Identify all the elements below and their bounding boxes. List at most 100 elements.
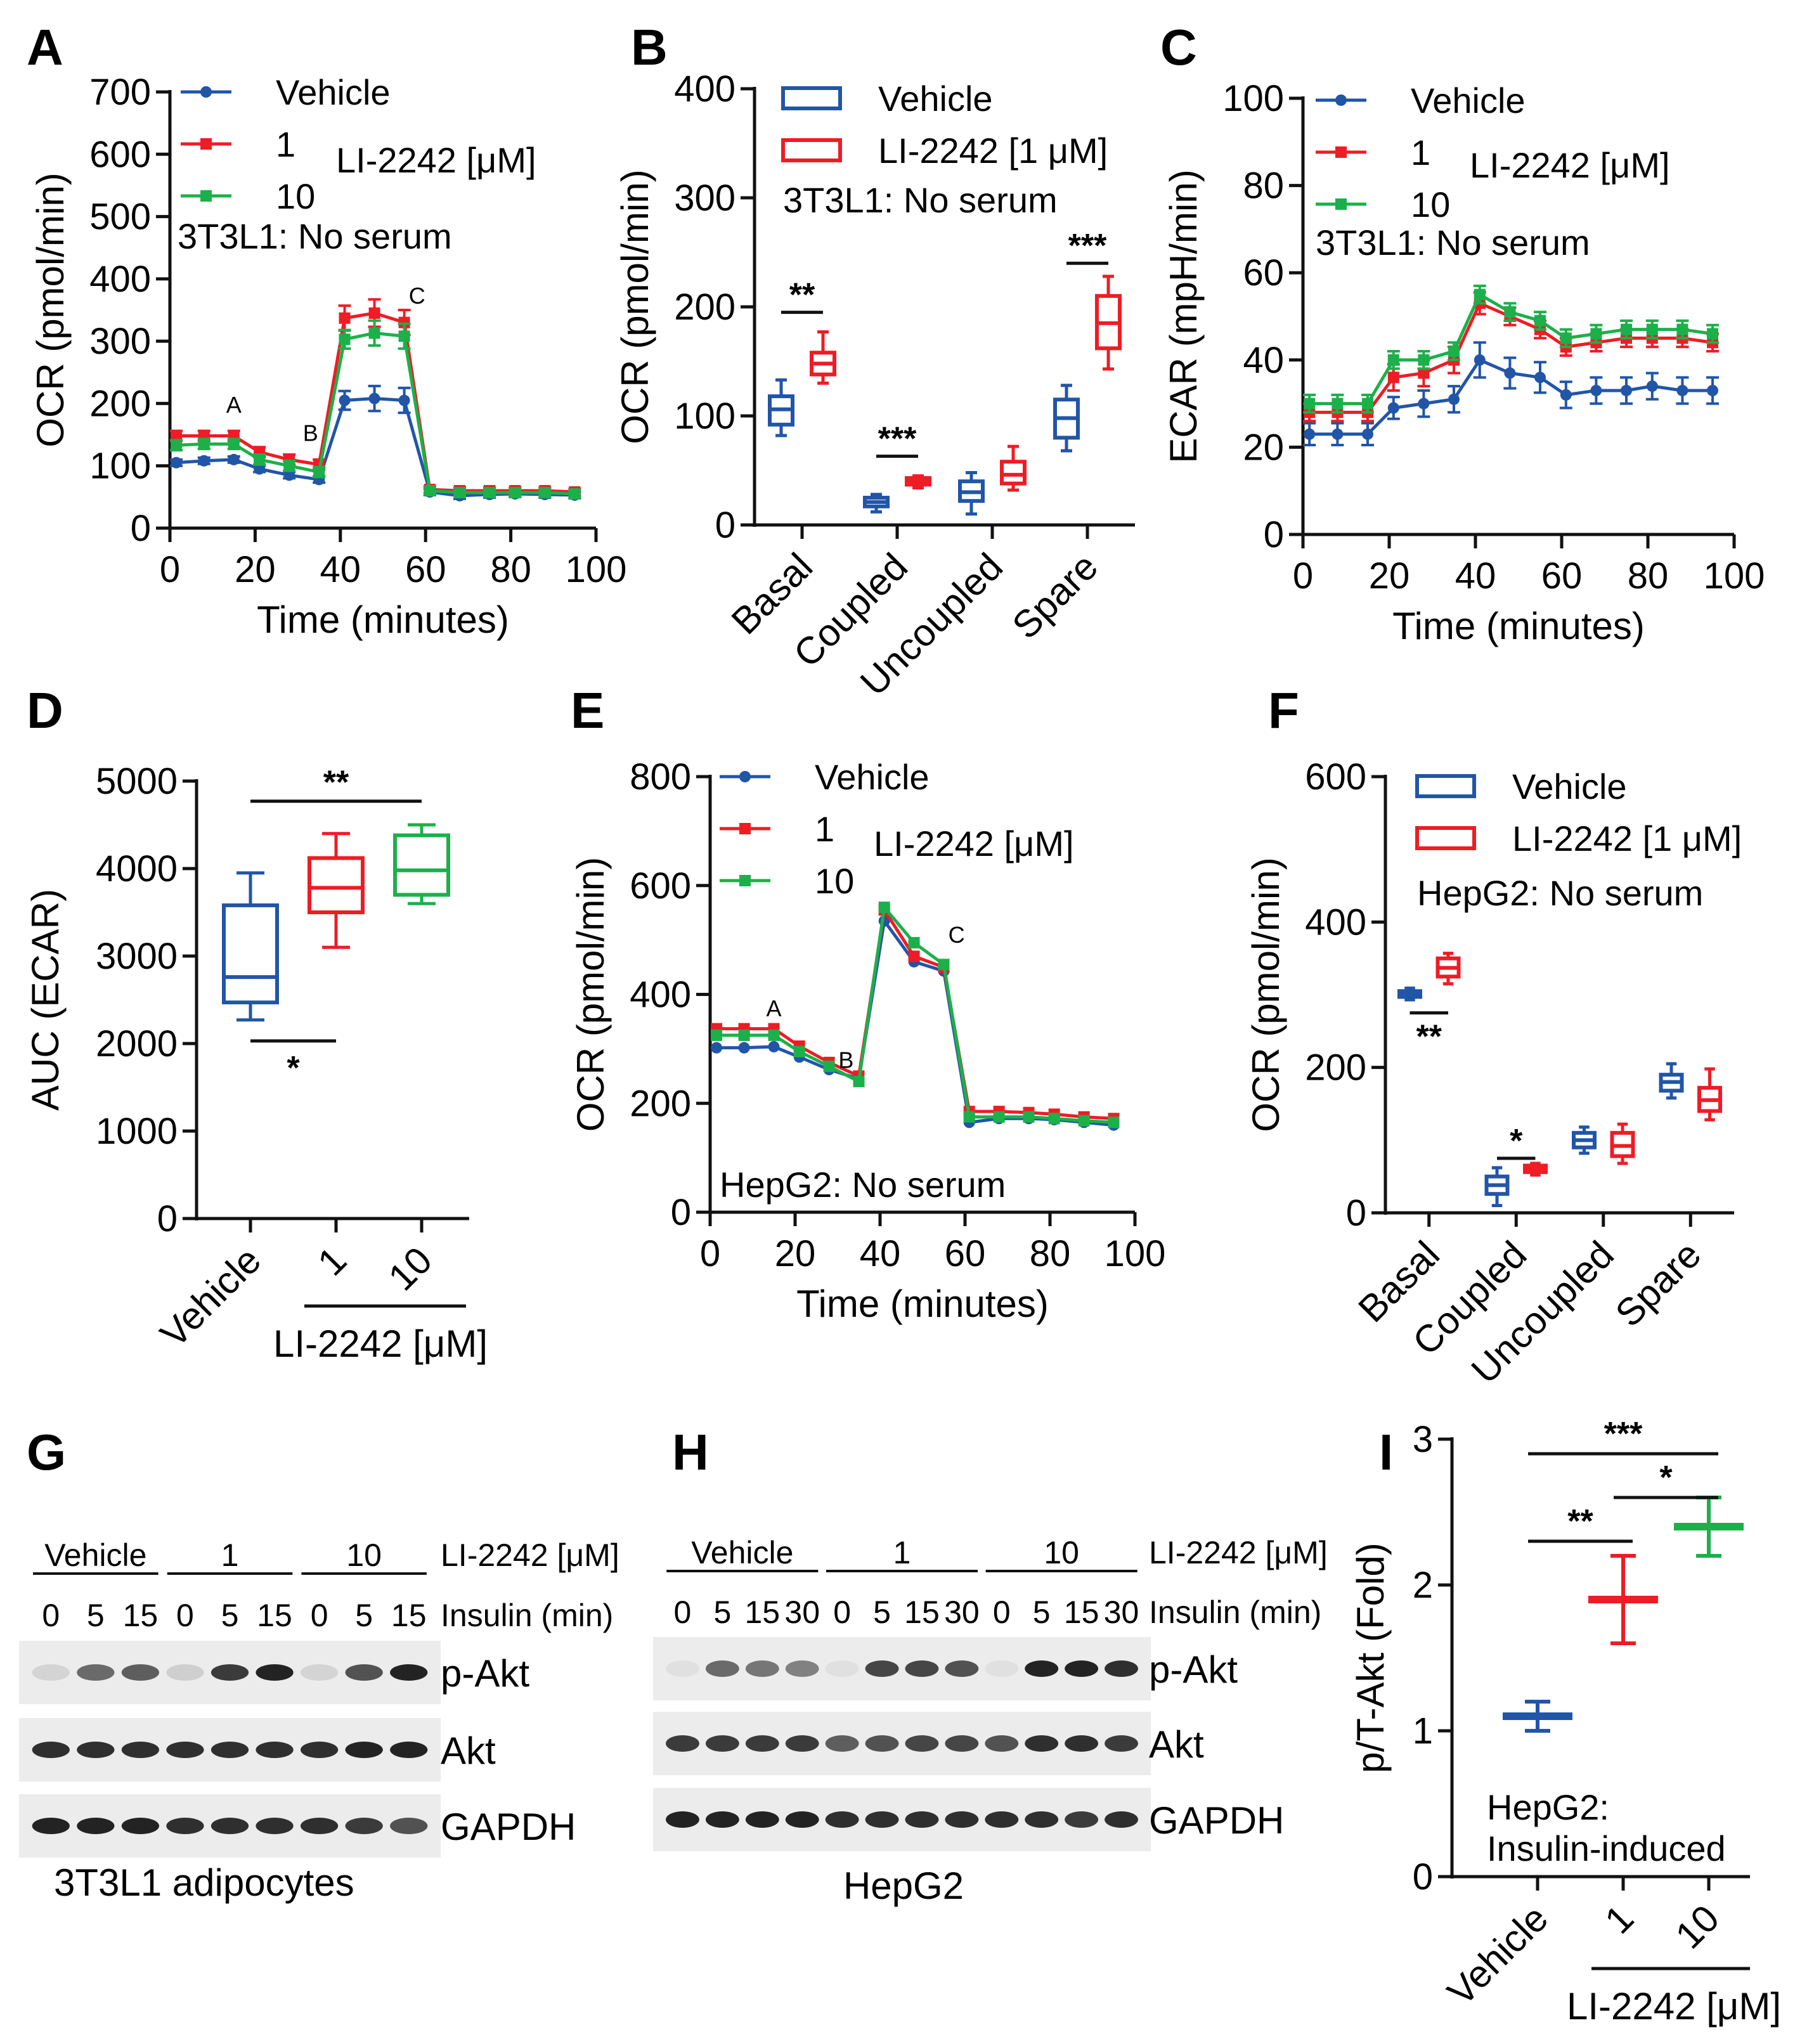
chart-d-y-axis-label: AUC (ECAR) <box>24 889 67 1111</box>
chart-e-data-point <box>908 936 920 948</box>
blot-h-band <box>825 1660 859 1677</box>
chart-e-data-point <box>1078 1115 1090 1127</box>
chart-a-x-tick-label: 0 <box>160 549 180 590</box>
blot-h-row-label: Akt <box>1149 1723 1204 1766</box>
chart-b-legend-swatch <box>781 86 842 110</box>
chart-c-y-tick-label: 60 <box>1243 252 1284 294</box>
blot-g-band <box>390 1664 428 1681</box>
blot-h-band <box>745 1811 779 1828</box>
blot-g-band <box>77 1742 115 1758</box>
blot-h-insulin-time: 5 <box>1033 1594 1051 1630</box>
blot-h-band <box>1065 1660 1099 1677</box>
chart-a-data-point <box>368 327 380 339</box>
chart-a-legend-marker <box>200 86 212 98</box>
panel-label-h: H <box>672 1424 709 1480</box>
chart-c-x-tick-label: 0 <box>1293 555 1313 597</box>
chart-b-significance-label: *** <box>878 421 917 458</box>
chart-b-box <box>1000 460 1027 486</box>
chart-b-y-tick-label: 300 <box>674 178 735 219</box>
blot-h-band <box>945 1735 979 1752</box>
chart-a-data-point <box>509 486 521 498</box>
chart-f-y-tick-label: 200 <box>1305 1047 1366 1089</box>
blot-h-treatment-header: LI-2242 [μM] <box>1149 1535 1328 1570</box>
chart-e-y-tick-label: 0 <box>671 1192 691 1233</box>
blot-g-row-label: GAPDH <box>441 1806 576 1848</box>
chart-c-legend-marker <box>1335 146 1347 158</box>
chart-c-data-point <box>1448 346 1460 358</box>
chart-a-legend-marker <box>200 138 212 150</box>
blot-h-band <box>1065 1811 1099 1828</box>
chart-e-data-point <box>878 902 890 914</box>
chart-c-legend-unit: LI-2242 [μM] <box>1470 145 1670 185</box>
chart-d-y-tick-label: 5000 <box>96 761 178 802</box>
chart-c-data-point <box>1590 328 1602 340</box>
chart-d-y-tick-label: 4000 <box>96 848 178 889</box>
chart-c-data-point <box>1362 428 1373 440</box>
chart-i-y-tick-label: 3 <box>1413 1419 1433 1460</box>
blot-g-band <box>256 1664 294 1681</box>
chart-d-category-label: Vehicle <box>152 1239 269 1355</box>
chart-a-data-point <box>228 438 240 450</box>
chart-b-legend-label: LI-2242 [1 μM] <box>878 131 1108 171</box>
chart-a-data-point <box>283 460 295 472</box>
chart-c-y-tick-label: 20 <box>1243 427 1284 468</box>
chart-e-legend-marker <box>739 771 751 782</box>
chart-c-y-axis-label: ECAR (mpH/min) <box>1162 169 1205 463</box>
chart-c-y-tick-label: 100 <box>1222 78 1284 119</box>
chart-e-data-point <box>768 1040 780 1052</box>
chart-a-injection-label: A <box>226 392 242 418</box>
chart-b-y-tick-label: 0 <box>715 505 735 546</box>
chart-a-data-point <box>368 307 380 319</box>
chart-c-note: 3T3L1: No serum <box>1316 223 1590 262</box>
chart-c-data-point <box>1304 398 1316 410</box>
blot-h-band <box>1105 1735 1138 1752</box>
chart-e-x-tick-label: 20 <box>775 1233 816 1274</box>
blot-h-band <box>785 1811 819 1828</box>
blot-h-insulin-time: 0 <box>993 1594 1011 1630</box>
chart-e-data-point <box>1048 1113 1060 1125</box>
chart-f-significance-label: ** <box>1416 1019 1442 1056</box>
chart-c-x-tick-label: 80 <box>1628 555 1669 597</box>
blot-h-band <box>1065 1735 1099 1752</box>
chart-c-x-tick-label: 20 <box>1369 555 1410 597</box>
chart-c-x-tick-label: 40 <box>1455 555 1496 597</box>
blot-h-insulin-time: 0 <box>833 1594 851 1630</box>
chart-a-y-tick-label: 100 <box>89 446 151 487</box>
chart-c-data-point <box>1646 380 1658 392</box>
blot-g-band <box>211 1742 249 1758</box>
chart-c-legend-label: Vehicle <box>1411 81 1526 120</box>
chart-d-group-label: LI-2242 [μM] <box>273 1323 488 1365</box>
blot-g-band <box>166 1818 204 1834</box>
chart-a-injection-label: B <box>303 420 318 446</box>
blot-g-band <box>121 1818 160 1834</box>
chart-c-data-point <box>1418 367 1430 379</box>
chart-c-data-point <box>1448 393 1460 405</box>
blot-h-caption: HepG2 <box>843 1865 964 1907</box>
blot-g-insulin-time: 15 <box>123 1598 159 1633</box>
chart-i-category-label: 1 <box>1597 1897 1642 1942</box>
chart-e-y-tick-label: 800 <box>630 756 691 798</box>
chart-a-x-tick-label: 40 <box>320 549 361 590</box>
chart-f-significance-label: * <box>1510 1123 1523 1160</box>
chart-b-y-tick-label: 100 <box>674 396 735 437</box>
chart-d-box <box>308 856 365 914</box>
chart-i-significance-label: * <box>1659 1459 1673 1496</box>
chart-a-note: 3T3L1: No serum <box>178 216 452 256</box>
chart-c-data-point <box>1474 354 1486 366</box>
chart-c-data-point <box>1534 372 1546 384</box>
blot-h-group-label: 1 <box>893 1535 911 1570</box>
chart-f-category-label: Spare <box>1607 1233 1709 1335</box>
blot-h-band <box>785 1660 819 1677</box>
chart-b-legend-label: Vehicle <box>878 79 993 119</box>
chart-a-y-tick-label: 300 <box>89 321 151 362</box>
chart-a-data-point <box>254 463 266 475</box>
chart-a-data-point <box>484 486 495 498</box>
blot-h-band <box>1025 1735 1059 1752</box>
chart-e-legend-unit: LI-2242 [μM] <box>874 824 1074 864</box>
chart-c-data-point <box>1504 306 1516 318</box>
blot-h-band <box>825 1811 859 1828</box>
blot-g-caption: 3T3L1 adipocytes <box>54 1861 354 1904</box>
chart-f-note: HepG2: No serum <box>1417 873 1703 913</box>
chart-c-x-axis-label: Time (minutes) <box>1392 605 1645 647</box>
blot-h-band <box>666 1735 699 1752</box>
